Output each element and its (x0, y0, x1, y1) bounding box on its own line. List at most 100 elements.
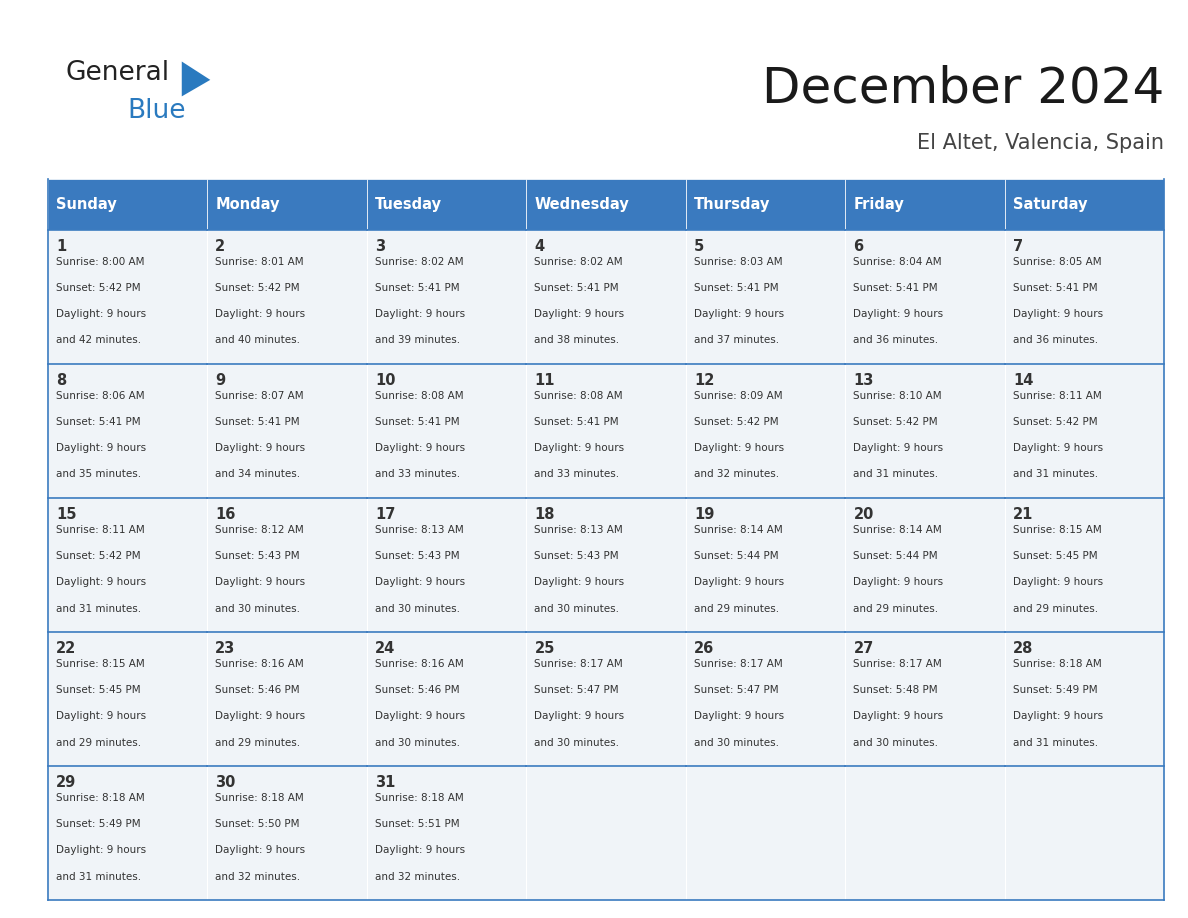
Text: and 36 minutes.: and 36 minutes. (1013, 335, 1098, 345)
Text: 3: 3 (375, 239, 385, 253)
Text: and 31 minutes.: and 31 minutes. (56, 871, 141, 881)
Text: Daylight: 9 hours: Daylight: 9 hours (853, 711, 943, 722)
Text: 5: 5 (694, 239, 704, 253)
Bar (845, 364, 1005, 498)
Text: and 30 minutes.: and 30 minutes. (694, 737, 779, 747)
Text: Sunrise: 8:17 AM: Sunrise: 8:17 AM (694, 659, 783, 669)
Text: Sunset: 5:41 PM: Sunset: 5:41 PM (215, 417, 301, 427)
Text: Sunset: 5:42 PM: Sunset: 5:42 PM (694, 417, 778, 427)
Text: 30: 30 (215, 775, 235, 789)
Text: Sunset: 5:41 PM: Sunset: 5:41 PM (56, 417, 140, 427)
Bar (367, 364, 526, 498)
Text: and 31 minutes.: and 31 minutes. (1013, 469, 1098, 479)
Text: Wednesday: Wednesday (535, 196, 630, 212)
Bar (48, 179, 207, 230)
Text: Sunset: 5:41 PM: Sunset: 5:41 PM (375, 283, 460, 293)
Text: Sunset: 5:46 PM: Sunset: 5:46 PM (215, 685, 301, 695)
Text: Sunset: 5:45 PM: Sunset: 5:45 PM (56, 685, 140, 695)
Text: Daylight: 9 hours: Daylight: 9 hours (56, 845, 146, 856)
Bar (207, 766, 367, 900)
Text: 25: 25 (535, 641, 555, 655)
Bar (48, 766, 207, 900)
Text: 26: 26 (694, 641, 714, 655)
Bar (207, 364, 367, 498)
Text: 7: 7 (1013, 239, 1023, 253)
Bar (1005, 364, 1164, 498)
Text: and 30 minutes.: and 30 minutes. (535, 603, 619, 613)
Text: Sunrise: 8:13 AM: Sunrise: 8:13 AM (375, 525, 463, 535)
Text: Daylight: 9 hours: Daylight: 9 hours (1013, 577, 1104, 588)
Text: Sunrise: 8:08 AM: Sunrise: 8:08 AM (535, 391, 623, 401)
Text: and 30 minutes.: and 30 minutes. (215, 603, 301, 613)
Text: Sunrise: 8:09 AM: Sunrise: 8:09 AM (694, 391, 783, 401)
Text: Daylight: 9 hours: Daylight: 9 hours (215, 577, 305, 588)
Text: Sunset: 5:44 PM: Sunset: 5:44 PM (694, 551, 778, 561)
Text: Sunrise: 8:01 AM: Sunrise: 8:01 AM (215, 257, 304, 267)
Text: Daylight: 9 hours: Daylight: 9 hours (215, 845, 305, 856)
Text: 24: 24 (375, 641, 396, 655)
Bar (526, 766, 685, 900)
Bar (526, 179, 685, 230)
Bar (526, 632, 685, 766)
Text: and 32 minutes.: and 32 minutes. (375, 871, 460, 881)
Text: 15: 15 (56, 507, 76, 521)
Text: Daylight: 9 hours: Daylight: 9 hours (1013, 309, 1104, 319)
Text: Sunset: 5:47 PM: Sunset: 5:47 PM (535, 685, 619, 695)
Text: Sunrise: 8:13 AM: Sunrise: 8:13 AM (535, 525, 624, 535)
Text: Daylight: 9 hours: Daylight: 9 hours (215, 309, 305, 319)
Text: and 34 minutes.: and 34 minutes. (215, 469, 301, 479)
Bar (845, 179, 1005, 230)
Bar (207, 179, 367, 230)
Bar (48, 498, 207, 632)
Text: and 29 minutes.: and 29 minutes. (1013, 603, 1098, 613)
Text: Daylight: 9 hours: Daylight: 9 hours (694, 443, 784, 453)
Bar (367, 766, 526, 900)
Text: Blue: Blue (127, 98, 185, 124)
Bar (367, 230, 526, 364)
Text: and 33 minutes.: and 33 minutes. (375, 469, 460, 479)
Text: and 29 minutes.: and 29 minutes. (215, 737, 301, 747)
Text: and 32 minutes.: and 32 minutes. (694, 469, 779, 479)
Bar (526, 230, 685, 364)
Text: Daylight: 9 hours: Daylight: 9 hours (535, 309, 625, 319)
Text: Sunday: Sunday (56, 196, 116, 212)
Text: and 32 minutes.: and 32 minutes. (215, 871, 301, 881)
Bar (207, 632, 367, 766)
Text: Sunset: 5:42 PM: Sunset: 5:42 PM (853, 417, 939, 427)
Text: Sunrise: 8:00 AM: Sunrise: 8:00 AM (56, 257, 144, 267)
Text: Sunset: 5:41 PM: Sunset: 5:41 PM (853, 283, 939, 293)
Text: Sunrise: 8:10 AM: Sunrise: 8:10 AM (853, 391, 942, 401)
Text: Sunset: 5:42 PM: Sunset: 5:42 PM (1013, 417, 1098, 427)
Bar (1005, 632, 1164, 766)
Text: 11: 11 (535, 373, 555, 387)
Text: Sunrise: 8:16 AM: Sunrise: 8:16 AM (215, 659, 304, 669)
Text: Sunrise: 8:11 AM: Sunrise: 8:11 AM (56, 525, 145, 535)
Text: Sunrise: 8:18 AM: Sunrise: 8:18 AM (1013, 659, 1101, 669)
Text: and 40 minutes.: and 40 minutes. (215, 335, 301, 345)
Text: Sunset: 5:41 PM: Sunset: 5:41 PM (1013, 283, 1098, 293)
Text: Sunrise: 8:15 AM: Sunrise: 8:15 AM (1013, 525, 1101, 535)
Text: Sunset: 5:47 PM: Sunset: 5:47 PM (694, 685, 778, 695)
Text: Sunset: 5:49 PM: Sunset: 5:49 PM (1013, 685, 1098, 695)
Text: Daylight: 9 hours: Daylight: 9 hours (694, 577, 784, 588)
Text: Sunrise: 8:12 AM: Sunrise: 8:12 AM (215, 525, 304, 535)
Text: Sunset: 5:42 PM: Sunset: 5:42 PM (215, 283, 301, 293)
Text: and 30 minutes.: and 30 minutes. (853, 737, 939, 747)
Text: Daylight: 9 hours: Daylight: 9 hours (375, 443, 465, 453)
Text: Daylight: 9 hours: Daylight: 9 hours (215, 711, 305, 722)
Bar (685, 179, 845, 230)
Text: Daylight: 9 hours: Daylight: 9 hours (375, 577, 465, 588)
Text: 27: 27 (853, 641, 873, 655)
Bar (1005, 498, 1164, 632)
Text: General: General (65, 60, 170, 85)
Text: Sunset: 5:42 PM: Sunset: 5:42 PM (56, 283, 140, 293)
Text: 4: 4 (535, 239, 544, 253)
Text: and 33 minutes.: and 33 minutes. (535, 469, 620, 479)
Text: Daylight: 9 hours: Daylight: 9 hours (215, 443, 305, 453)
Text: and 38 minutes.: and 38 minutes. (535, 335, 620, 345)
Bar (367, 498, 526, 632)
Text: Daylight: 9 hours: Daylight: 9 hours (1013, 443, 1104, 453)
Bar (685, 766, 845, 900)
Text: and 35 minutes.: and 35 minutes. (56, 469, 141, 479)
Bar (845, 230, 1005, 364)
